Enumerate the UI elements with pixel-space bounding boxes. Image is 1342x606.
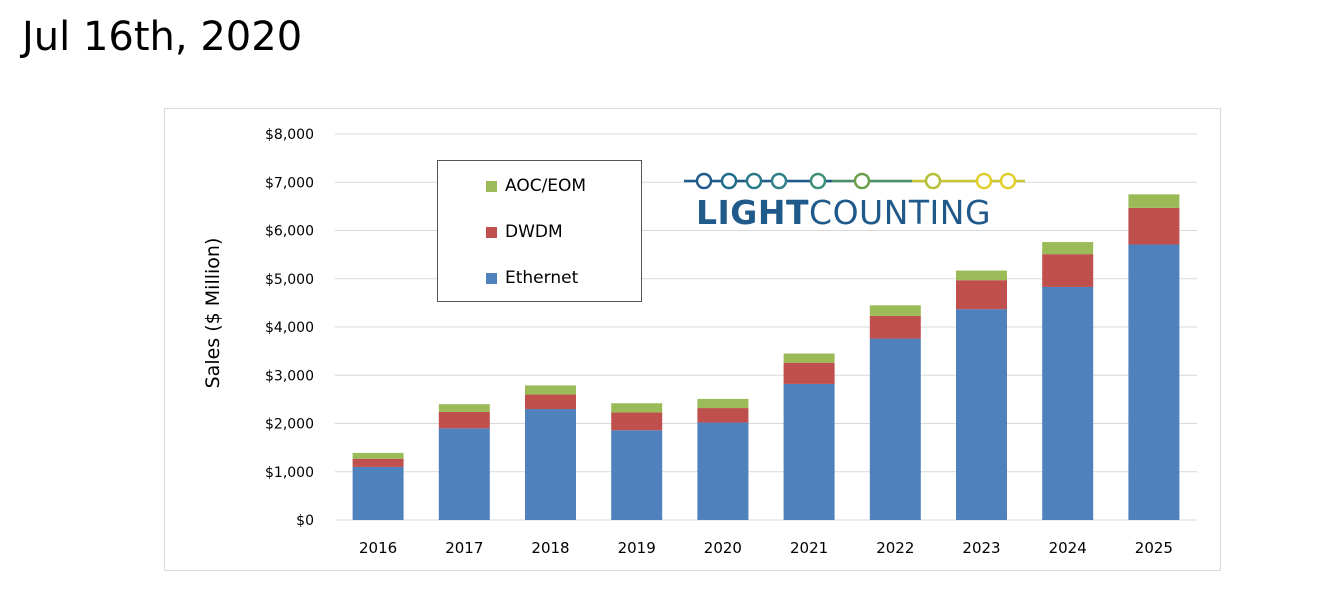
y-tick-label: $2,000	[265, 417, 314, 433]
bar-segment-ethernet-2023	[956, 309, 1007, 520]
logo-text-light: COUNTING	[809, 193, 992, 232]
bar-segment-ethernet-2021	[783, 383, 835, 520]
x-tick-label: 2016	[359, 539, 397, 557]
bar-segment-dwdm-2024	[1042, 254, 1094, 287]
bar-segment-ethernet-2019	[611, 430, 663, 520]
bar-segment-ethernet-2017	[438, 428, 490, 520]
bar-segment-dwdm-2021	[783, 362, 835, 384]
y-tick-label: $3,000	[265, 368, 314, 384]
bar-segment-aoc-eom-2017	[438, 404, 490, 412]
legend-swatch-ethernet	[486, 272, 497, 284]
x-tick-label: 2020	[704, 539, 742, 557]
bar-segment-aoc-eom-2025	[1128, 194, 1180, 208]
y-axis-label: Sales ($ Million)	[202, 238, 224, 389]
y-tick-label: $7,000	[265, 175, 314, 191]
y-tick-label: $5,000	[265, 272, 314, 288]
y-tick-label: $8,000	[265, 127, 314, 143]
bar-segment-aoc-eom-2022	[869, 305, 921, 316]
bar-segment-aoc-eom-2023	[956, 270, 1007, 281]
bar-segment-ethernet-2020	[697, 422, 749, 520]
legend-item-ethernet: Ethernet	[486, 267, 578, 289]
logo-circles-icon	[684, 172, 1025, 190]
legend-item-dwdm: DWDM	[486, 221, 563, 243]
y-tick-label: $0	[296, 513, 314, 529]
y-tick-label: $4,000	[265, 320, 314, 336]
bar-segment-ethernet-2025	[1128, 244, 1180, 520]
legend-label-aoc-eom: AOC/EOM	[505, 176, 587, 196]
bar-segment-aoc-eom-2024	[1042, 242, 1094, 255]
legend-label-dwdm: DWDM	[505, 222, 563, 242]
bars	[352, 194, 1180, 520]
x-tick-label: 2021	[790, 539, 828, 557]
bar-segment-ethernet-2022	[869, 338, 921, 520]
x-tick-label: 2024	[1049, 539, 1087, 557]
x-tick-label: 2025	[1135, 539, 1173, 557]
bar-segment-aoc-eom-2018	[525, 385, 576, 395]
bar-segment-dwdm-2023	[956, 280, 1007, 310]
y-axis-ticks: $0 $1,000 $2,000 $3,000 $4,000 $5,000 $6,000 $7…	[265, 127, 314, 529]
x-tick-label: 2023	[962, 539, 1000, 557]
x-tick-label: 2018	[531, 539, 569, 557]
bar-segment-dwdm-2016	[352, 458, 404, 467]
lightcounting-logo: LIGHTCOUNTING	[682, 168, 1027, 238]
legend-item-aoc-eom: AOC/EOM	[486, 175, 586, 197]
page-title: Jul 16th, 2020	[22, 14, 303, 60]
x-axis-ticks: 2016 2017 2018 2019 2020 2021 2022 2023 2024 2025	[359, 539, 1173, 557]
bar-segment-dwdm-2018	[525, 394, 576, 410]
bar-segment-dwdm-2017	[438, 411, 490, 429]
bar-segment-ethernet-2024	[1042, 286, 1094, 520]
y-tick-label: $1,000	[265, 465, 314, 481]
logo-wordmark: LIGHTCOUNTING	[696, 193, 991, 232]
bar-segment-ethernet-2016	[352, 466, 404, 520]
bar-segment-aoc-eom-2020	[697, 398, 749, 409]
bar-segment-aoc-eom-2021	[783, 353, 835, 363]
logo-text-bold: LIGHT	[696, 193, 810, 232]
x-tick-label: 2019	[618, 539, 656, 557]
bar-segment-dwdm-2025	[1128, 207, 1180, 245]
y-tick-label: $6,000	[265, 224, 314, 240]
bar-segment-dwdm-2019	[611, 412, 663, 431]
bar-segment-ethernet-2018	[525, 409, 576, 520]
bar-segment-aoc-eom-2016	[352, 452, 404, 459]
bar-segment-aoc-eom-2019	[611, 403, 663, 413]
legend-swatch-aoc-eom	[486, 180, 497, 192]
chart-legend: AOC/EOM DWDM Ethernet	[437, 160, 642, 302]
bar-segment-dwdm-2020	[697, 408, 749, 423]
x-tick-label: 2022	[876, 539, 914, 557]
bar-segment-dwdm-2022	[869, 315, 921, 339]
legend-swatch-dwdm	[486, 226, 497, 238]
x-tick-label: 2017	[445, 539, 483, 557]
legend-label-ethernet: Ethernet	[505, 268, 579, 288]
